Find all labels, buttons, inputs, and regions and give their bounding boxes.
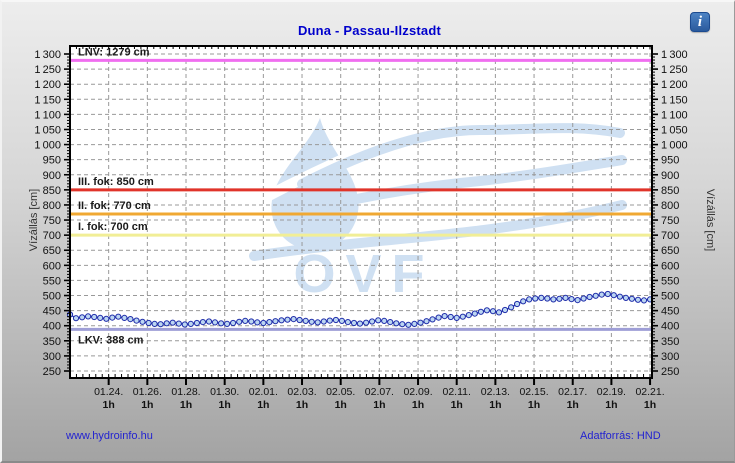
- svg-text:01.30.: 01.30.: [210, 386, 239, 398]
- svg-text:600: 600: [43, 260, 61, 272]
- svg-text:02.15.: 02.15.: [519, 386, 548, 398]
- hydroinfo-link[interactable]: www.hydroinfo.hu: [66, 430, 153, 442]
- svg-text:02.17.: 02.17.: [558, 386, 587, 398]
- svg-text:700: 700: [43, 230, 61, 242]
- y-axis-label-left: Vízállás [cm]: [28, 188, 40, 252]
- svg-text:850: 850: [661, 185, 679, 197]
- svg-text:01.28.: 01.28.: [171, 386, 200, 398]
- x-axis-minor-ticks: [69, 46, 651, 378]
- svg-text:1h: 1h: [296, 399, 308, 411]
- svg-text:1h: 1h: [103, 399, 115, 411]
- svg-text:1 300: 1 300: [661, 49, 688, 61]
- svg-text:800: 800: [661, 200, 679, 212]
- svg-text:1 000: 1 000: [661, 140, 688, 152]
- ref-line-label: II. fok: 770 cm: [78, 200, 151, 212]
- svg-text:750: 750: [43, 215, 61, 227]
- svg-text:550: 550: [661, 275, 679, 287]
- svg-text:950: 950: [43, 155, 61, 167]
- svg-text:400: 400: [43, 321, 61, 333]
- svg-text:450: 450: [43, 306, 61, 318]
- svg-text:1h: 1h: [180, 399, 192, 411]
- svg-text:300: 300: [43, 351, 61, 363]
- svg-text:950: 950: [661, 155, 679, 167]
- svg-text:1 150: 1 150: [34, 94, 61, 106]
- svg-text:500: 500: [43, 291, 61, 303]
- svg-text:650: 650: [661, 245, 679, 257]
- page-title: Duna - Passau-Ilzstadt: [297, 23, 442, 38]
- svg-text:850: 850: [43, 185, 61, 197]
- ref-line-label: I. fok: 700 cm: [78, 221, 148, 233]
- svg-text:02.05.: 02.05.: [326, 386, 355, 398]
- svg-text:1 150: 1 150: [661, 94, 688, 106]
- svg-text:800: 800: [43, 200, 61, 212]
- svg-text:1 100: 1 100: [34, 109, 61, 121]
- y-axis-ticks: [64, 53, 658, 372]
- svg-text:1h: 1h: [412, 399, 424, 411]
- svg-text:1h: 1h: [567, 399, 579, 411]
- svg-text:750: 750: [661, 215, 679, 227]
- ref-line-label: III. fok: 850 cm: [78, 176, 154, 188]
- series-markers: [66, 290, 654, 328]
- svg-text:600: 600: [661, 260, 679, 272]
- svg-text:1h: 1h: [373, 399, 385, 411]
- svg-text:650: 650: [43, 245, 61, 257]
- svg-text:250: 250: [661, 366, 679, 378]
- svg-text:OVF: OVF: [293, 244, 434, 304]
- svg-text:1h: 1h: [219, 399, 231, 411]
- svg-text:02.07.: 02.07.: [365, 386, 394, 398]
- ref-line-label: LKV: 388 cm: [78, 334, 144, 346]
- svg-text:350: 350: [43, 336, 61, 348]
- svg-text:02.09.: 02.09.: [403, 386, 432, 398]
- ref-line-label: LNV: 1279 cm: [78, 46, 150, 58]
- svg-text:450: 450: [661, 306, 679, 318]
- svg-text:01.26.: 01.26.: [133, 386, 162, 398]
- svg-text:1h: 1h: [141, 399, 153, 411]
- plot-border: [69, 45, 653, 379]
- svg-text:1h: 1h: [335, 399, 347, 411]
- svg-text:1 250: 1 250: [34, 64, 61, 76]
- svg-text:400: 400: [661, 321, 679, 333]
- svg-text:02.03.: 02.03.: [287, 386, 316, 398]
- svg-text:02.11.: 02.11.: [443, 386, 471, 398]
- svg-text:1h: 1h: [644, 399, 656, 411]
- svg-text:700: 700: [661, 230, 679, 242]
- svg-text:500: 500: [661, 291, 679, 303]
- svg-text:1 050: 1 050: [661, 124, 688, 136]
- svg-text:300: 300: [661, 351, 679, 363]
- y-axis-labels: 250 250 300 300 350 350 400 400 450 450 500 500 550 5…: [34, 49, 687, 378]
- svg-text:02.13.: 02.13.: [481, 386, 510, 398]
- svg-text:1 300: 1 300: [34, 49, 61, 61]
- svg-text:550: 550: [43, 275, 61, 287]
- svg-text:900: 900: [661, 170, 679, 182]
- y-axis-label-right: Vízállás [cm]: [704, 188, 716, 252]
- svg-text:350: 350: [661, 336, 679, 348]
- svg-text:1h: 1h: [528, 399, 540, 411]
- svg-text:1 250: 1 250: [661, 64, 688, 76]
- svg-text:1h: 1h: [489, 399, 501, 411]
- svg-text:1 000: 1 000: [34, 140, 61, 152]
- x-axis-ticks: 01.24.1h01.26.1h01.28.1h01.30.1h02.01.1h…: [94, 378, 665, 411]
- svg-text:1 200: 1 200: [34, 79, 61, 91]
- data-source-text: Adatforrás: HND: [580, 430, 661, 442]
- svg-text:02.21.: 02.21.: [635, 386, 664, 398]
- svg-text:900: 900: [43, 170, 61, 182]
- svg-text:1 100: 1 100: [661, 109, 688, 121]
- svg-text:1 050: 1 050: [34, 124, 61, 136]
- svg-text:1h: 1h: [451, 399, 463, 411]
- svg-text:1h: 1h: [605, 399, 617, 411]
- svg-text:1h: 1h: [257, 399, 269, 411]
- svg-text:02.01.: 02.01.: [249, 386, 278, 398]
- svg-text:01.24.: 01.24.: [94, 386, 123, 398]
- svg-text:1 200: 1 200: [661, 79, 688, 91]
- info-icon[interactable]: i: [690, 12, 710, 32]
- svg-text:250: 250: [43, 366, 61, 378]
- svg-text:02.19.: 02.19.: [597, 386, 626, 398]
